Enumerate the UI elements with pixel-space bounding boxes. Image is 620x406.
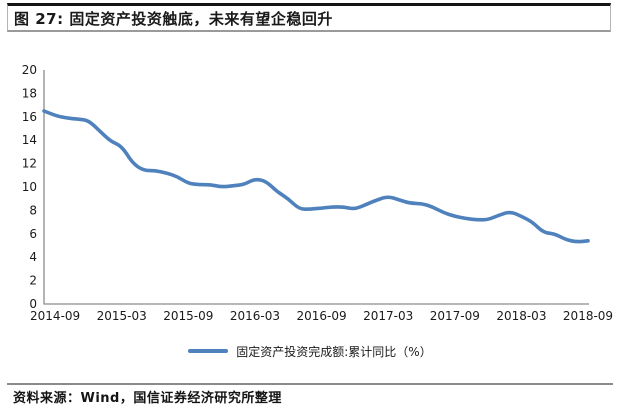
x-axis-tick-label: 2018-03 <box>496 309 546 323</box>
y-axis-tick-label: 2 <box>29 274 37 288</box>
y-axis-tick-label: 4 <box>29 250 37 264</box>
y-axis-tick-label: 8 <box>29 203 37 217</box>
chart-legend: 固定资产投资完成额:累计同比（%） <box>0 343 620 359</box>
y-axis-tick-label: 14 <box>22 133 37 147</box>
axis-lines <box>43 70 589 305</box>
legend-label: 固定资产投资完成额:累计同比（%） <box>236 344 432 359</box>
x-axis-tick-label: 2018-09 <box>563 309 613 323</box>
series-line-fixed-asset-investment <box>42 109 590 244</box>
source-note: 资料来源：Wind，国信证券经济研究所整理 <box>13 391 282 406</box>
y-axis-tick-label: 20 <box>22 63 37 77</box>
x-axis-tick-label: 2015-09 <box>163 309 213 323</box>
x-axis-tick-label: 2016-03 <box>230 309 280 323</box>
y-axis-tick-label: 18 <box>22 86 37 100</box>
y-axis-tick-label: 10 <box>22 180 37 194</box>
x-axis-tick-label: 2014-09 <box>30 309 80 323</box>
x-axis-tick-label: 2016-09 <box>296 309 346 323</box>
y-axis-tick-label: 16 <box>22 110 37 124</box>
figure-title: 图 27: 固定资产投资触底，未来有望企稳回升 <box>7 3 611 32</box>
x-axis-tick-label: 2017-03 <box>363 309 413 323</box>
legend-line-icon <box>188 349 229 353</box>
y-axis-tick-label: 6 <box>29 227 37 241</box>
x-axis-tick-label: 2015-03 <box>97 309 147 323</box>
y-axis-tick-label: 12 <box>22 157 37 171</box>
footer-divider <box>7 383 613 385</box>
x-axis-tick-label: 2017-09 <box>430 309 480 323</box>
y-axis-tick-label: 0 <box>29 297 37 311</box>
